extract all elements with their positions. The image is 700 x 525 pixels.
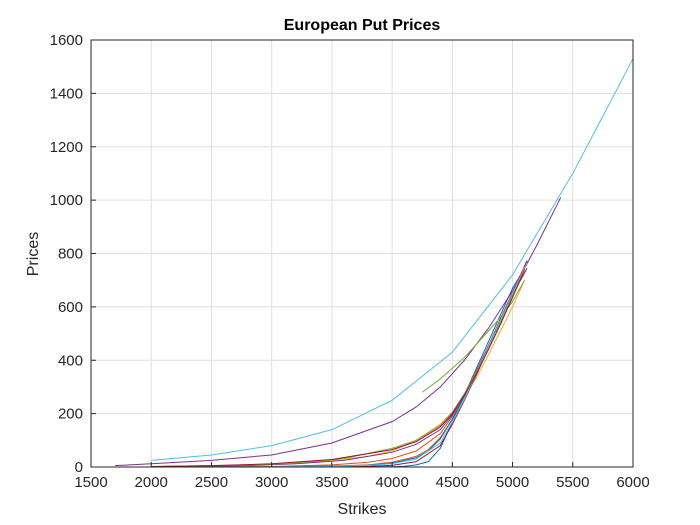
series-line-9 xyxy=(187,259,528,468)
y-tick-label: 400 xyxy=(58,352,83,369)
y-tick-label: 1400 xyxy=(50,85,83,102)
series-line-4 xyxy=(115,197,562,467)
ticks: 1500 2000 2500 3000 3500 4000 4500 5000 5500 6000… xyxy=(50,32,650,491)
x-tick-label: 5500 xyxy=(556,474,589,491)
chart-title: European Put Prices xyxy=(284,17,441,34)
y-tick-label: 800 xyxy=(58,246,83,263)
x-tick-label: 5000 xyxy=(496,474,529,491)
x-tick-label: 4500 xyxy=(436,474,469,491)
y-axis-label: Prices xyxy=(25,232,42,276)
y-tick-label: 0 xyxy=(75,459,83,476)
y-tick-label: 1000 xyxy=(50,192,83,209)
series-line-12 xyxy=(211,262,528,468)
x-tick-label: 1500 xyxy=(74,474,107,491)
series-group xyxy=(115,58,634,468)
x-axis-label: Strikes xyxy=(338,501,387,518)
x-tick-label: 3500 xyxy=(315,474,348,491)
x-tick-label: 3000 xyxy=(255,474,288,491)
y-tick-label: 200 xyxy=(58,406,83,423)
y-tick-label: 1200 xyxy=(50,139,83,156)
x-tick-label: 2000 xyxy=(135,474,168,491)
series-line-13 xyxy=(151,269,526,467)
y-tick-label: 600 xyxy=(58,299,83,316)
x-tick-label: 4000 xyxy=(375,474,408,491)
series-line-11 xyxy=(151,266,526,468)
x-tick-label: 2500 xyxy=(195,474,228,491)
series-line-6 xyxy=(151,58,634,461)
x-tick-label: 6000 xyxy=(616,474,649,491)
y-tick-label: 1600 xyxy=(50,32,83,49)
